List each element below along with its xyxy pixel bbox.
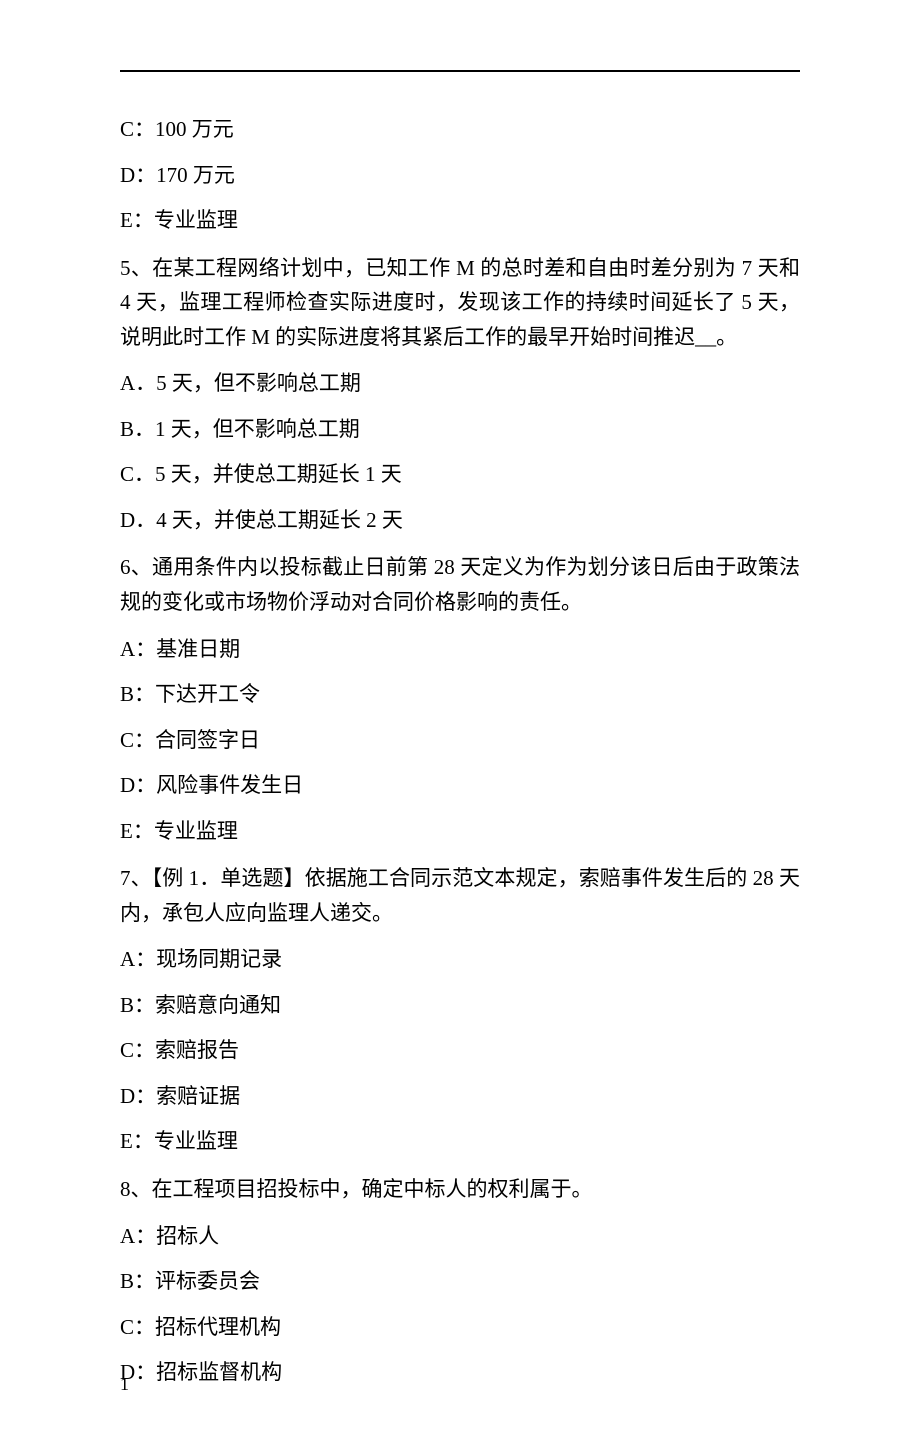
q7-option-e: E：专业监理 <box>120 1126 800 1158</box>
page-number: 1 <box>120 1374 129 1395</box>
q4-option-d: D：170 万元 <box>120 160 800 192</box>
q7-option-a: A：现场同期记录 <box>120 944 800 976</box>
document-page: C：100 万元 D：170 万元 E：专业监理 5、在某工程网络计划中，已知工… <box>0 0 920 1443</box>
q8-stem: 8、在工程项目招投标中，确定中标人的权利属于。 <box>120 1172 800 1207</box>
q7-option-d: D：索赔证据 <box>120 1081 800 1113</box>
q5-option-c: C．5 天，并使总工期延长 1 天 <box>120 459 800 491</box>
q7-option-c: C：索赔报告 <box>120 1035 800 1067</box>
q8-option-b: B：评标委员会 <box>120 1266 800 1298</box>
q5-option-b: B．1 天，但不影响总工期 <box>120 414 800 446</box>
q7-option-b: B：索赔意向通知 <box>120 990 800 1022</box>
q6-option-c: C：合同签字日 <box>120 725 800 757</box>
q7-stem: 7、【例 1．单选题】依据施工合同示范文本规定，索赔事件发生后的 28 天内，承… <box>120 861 800 930</box>
q6-option-b: B：下达开工令 <box>120 679 800 711</box>
q8-option-d: D：招标监督机构 <box>120 1357 800 1389</box>
q6-option-e: E：专业监理 <box>120 816 800 848</box>
q6-option-d: D：风险事件发生日 <box>120 770 800 802</box>
q6-stem: 6、通用条件内以投标截止日前第 28 天定义为作为划分该日后由于政策法规的变化或… <box>120 550 800 619</box>
q4-option-c: C：100 万元 <box>120 114 800 146</box>
q8-option-c: C：招标代理机构 <box>120 1312 800 1344</box>
q5-option-d: D．4 天，并使总工期延长 2 天 <box>120 505 800 537</box>
q5-stem: 5、在某工程网络计划中，已知工作 M 的总时差和自由时差分别为 7 天和 4 天… <box>120 251 800 355</box>
q6-option-a: A：基准日期 <box>120 634 800 666</box>
q4-option-e: E：专业监理 <box>120 205 800 237</box>
q8-option-a: A：招标人 <box>120 1221 800 1253</box>
q5-option-a: A．5 天，但不影响总工期 <box>120 368 800 400</box>
top-rule <box>120 70 800 72</box>
